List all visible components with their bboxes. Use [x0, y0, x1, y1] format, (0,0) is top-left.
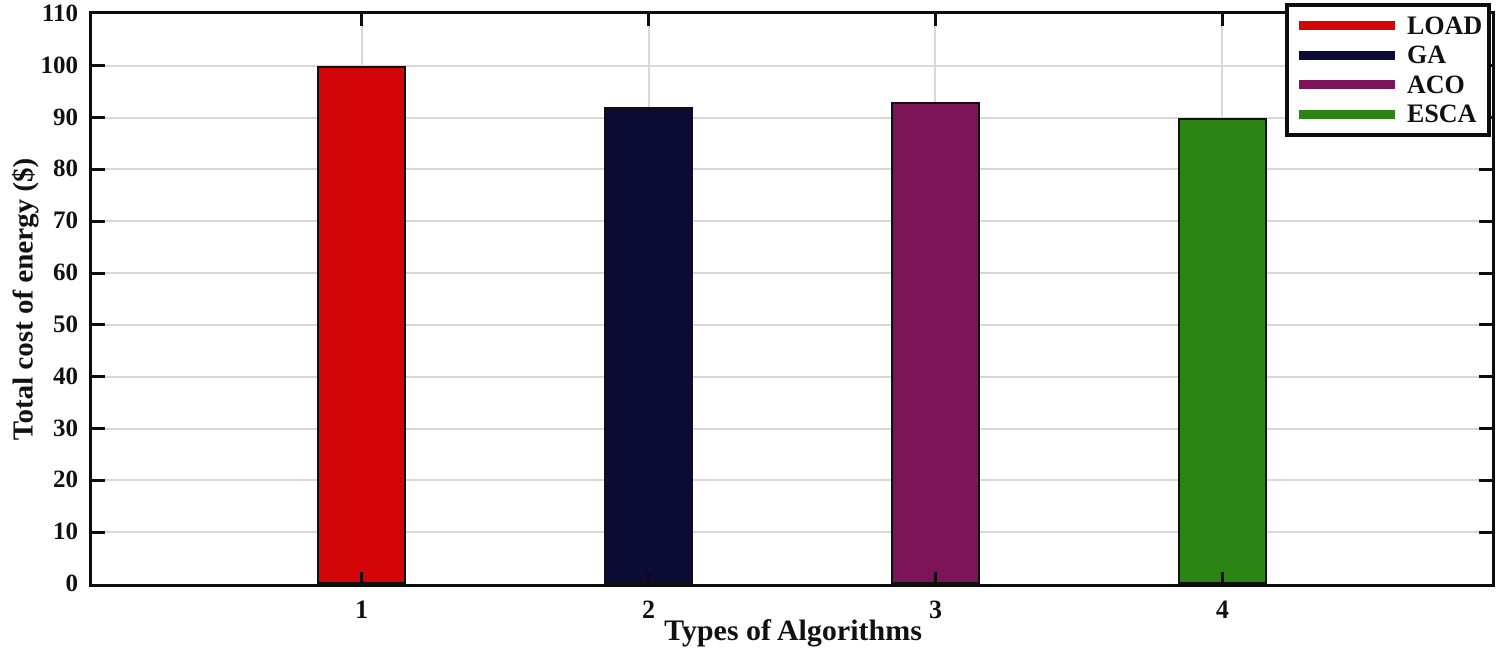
legend-label: ACO	[1407, 69, 1465, 99]
legend-swatch-ga	[1299, 50, 1395, 60]
x-tick-mark-bottom	[933, 572, 937, 584]
y-tick-mark-left	[92, 530, 105, 534]
y-tick-mark-right	[1479, 271, 1492, 275]
legend-swatch-esca	[1299, 109, 1395, 119]
bar-aco	[890, 102, 980, 584]
gridline-horizontal	[92, 375, 1492, 378]
gridline-horizontal	[92, 531, 1492, 534]
y-tick-label: 30	[53, 414, 78, 442]
y-tick-mark-left	[92, 167, 105, 171]
y-tick-label: 110	[41, 0, 78, 27]
x-tick-mark-top	[360, 14, 364, 26]
y-tick-label: 20	[53, 466, 78, 494]
legend-item-load: LOAD	[1299, 10, 1483, 40]
gridline-horizontal	[92, 64, 1492, 67]
y-tick-mark-right	[1479, 478, 1492, 482]
x-tick-label: 2	[642, 595, 656, 624]
gridline-horizontal	[92, 427, 1492, 430]
y-tick-mark-right	[1479, 375, 1492, 379]
y-tick-mark-left	[92, 219, 105, 223]
legend-item-esca: ESCA	[1299, 101, 1481, 127]
y-tick-mark-left	[92, 64, 105, 68]
y-tick-label: 60	[53, 259, 78, 287]
x-tick-label: 4	[1215, 595, 1229, 624]
gridline-horizontal	[92, 116, 1492, 119]
gridline-horizontal	[92, 323, 1492, 326]
x-axis-title: Types of Algorithms	[664, 614, 922, 647]
y-tick-mark-left	[92, 478, 105, 482]
plot-area	[92, 14, 1492, 584]
x-tick-mark-bottom	[360, 572, 364, 584]
x-tick-mark-bottom	[647, 572, 651, 584]
x-tick-mark-top	[1220, 14, 1224, 26]
x-tick-label: 3	[928, 595, 942, 624]
bar-ga	[604, 107, 693, 584]
bar-load	[317, 65, 407, 584]
x-tick-mark-bottom	[1220, 572, 1224, 584]
gridline-horizontal	[92, 168, 1492, 171]
gridline-horizontal	[92, 272, 1492, 275]
y-tick-mark-right	[1479, 323, 1492, 327]
y-tick-label: 10	[53, 518, 78, 546]
legend-item-ga: GA	[1299, 42, 1481, 68]
y-tick-label: 70	[53, 207, 78, 235]
legend-label: LOAD	[1407, 10, 1483, 40]
y-tick-mark-right	[1479, 427, 1492, 431]
y-tick-label: 0	[65, 570, 79, 597]
y-axis-title: Total cost of energy ($)	[7, 157, 40, 441]
legend-label: ESCA	[1407, 99, 1477, 129]
y-tick-mark-right	[1479, 530, 1492, 534]
legend-swatch-load	[1299, 21, 1395, 31]
gridline-horizontal	[92, 479, 1492, 482]
y-tick-label: 40	[53, 362, 78, 390]
y-tick-mark-right	[1479, 167, 1492, 171]
y-tick-label: 80	[53, 155, 78, 183]
legend: LOAD GA ACO ESCA	[1285, 3, 1491, 137]
x-tick-label: 1	[355, 595, 369, 624]
y-tick-mark-left	[92, 427, 105, 431]
y-tick-mark-left	[92, 323, 105, 327]
bar-esca	[1177, 117, 1267, 584]
x-tick-mark-top	[933, 14, 937, 26]
y-tick-label: 50	[53, 310, 78, 338]
gridline-horizontal	[92, 220, 1492, 223]
legend-item-aco: ACO	[1299, 69, 1481, 99]
y-tick-label: 100	[40, 51, 79, 79]
y-tick-mark-left	[92, 375, 105, 379]
y-tick-mark-left	[92, 116, 105, 120]
y-tick-label: 90	[53, 103, 78, 131]
y-tick-mark-left	[92, 271, 105, 275]
legend-label: GA	[1407, 40, 1446, 70]
legend-swatch-aco	[1299, 80, 1395, 90]
x-tick-mark-top	[647, 14, 651, 26]
y-tick-mark-right	[1479, 219, 1492, 223]
